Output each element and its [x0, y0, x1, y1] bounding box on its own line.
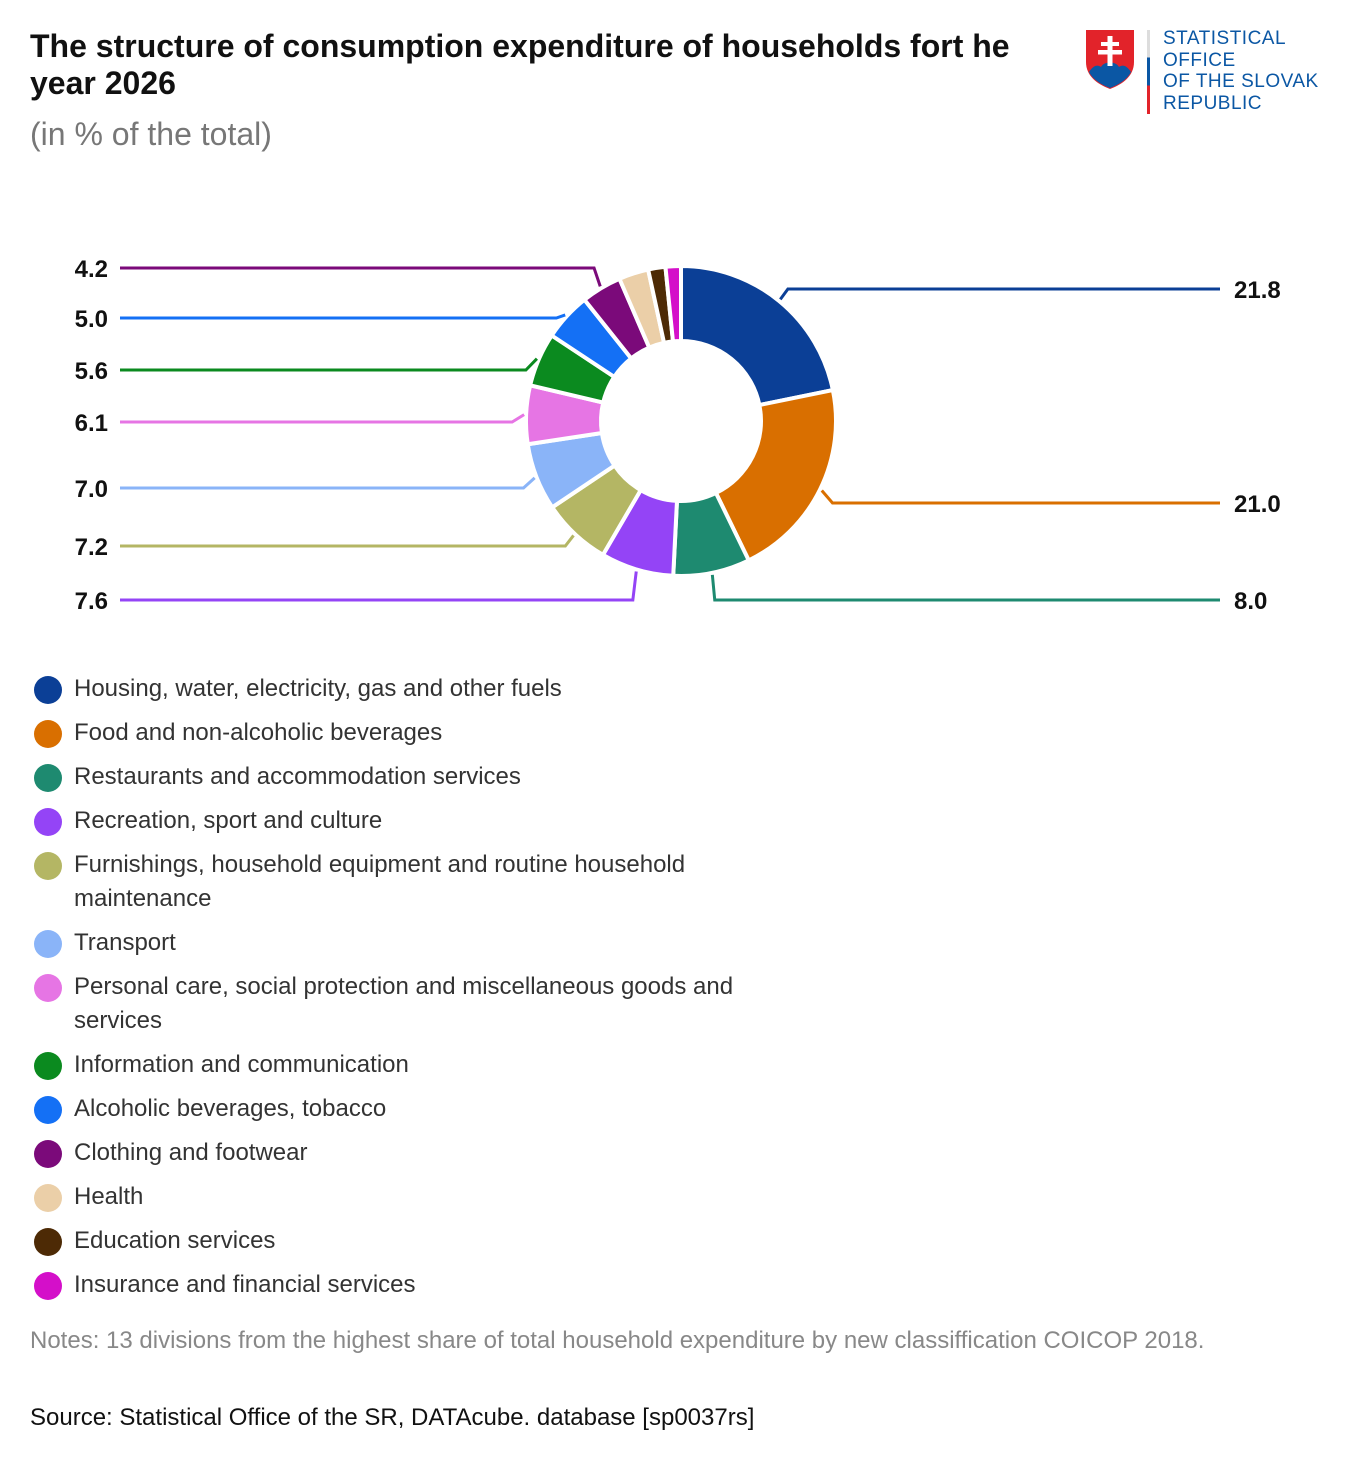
data-label: 21.0: [1234, 491, 1281, 518]
legend-label: Personal care, social protection and mis…: [74, 973, 734, 1034]
leader-line: [120, 266, 602, 287]
data-label: 6.1: [75, 410, 108, 437]
legend-label: Education services: [74, 1227, 276, 1254]
legend-swatch-icon: [34, 676, 62, 704]
data-label: 7.6: [75, 588, 108, 615]
legend-swatch-icon: [34, 1272, 62, 1300]
leader-line: [120, 571, 638, 602]
legend-item: Recreation, sport and culture: [34, 804, 814, 838]
legend-swatch-icon: [34, 974, 62, 1002]
legend-swatch-icon: [34, 852, 62, 880]
leader-line: [120, 476, 536, 490]
legend-label: Alcoholic beverages, tobacco: [74, 1095, 387, 1122]
leader-line: [120, 357, 538, 372]
leader-line: [120, 313, 566, 320]
logo-line: OF THE SLOVAK: [1163, 71, 1319, 92]
legend-swatch-icon: [34, 1096, 62, 1124]
leader-line: [779, 287, 1220, 301]
legend-item: Transport: [34, 926, 814, 960]
data-label: 5.0: [75, 306, 108, 333]
notes: Notes: 13 divisions from the highest sha…: [30, 1327, 1205, 1354]
donut-slice[interactable]: [713, 388, 838, 563]
legend: Housing, water, electricity, gas and oth…: [34, 672, 814, 1312]
legend-swatch-icon: [34, 1184, 62, 1212]
chart-subtitle: (in % of the total): [30, 116, 272, 152]
logo-line: REPUBLIC: [1163, 92, 1263, 114]
legend-item: Furnishings, household equipment and rou…: [34, 848, 814, 916]
data-label: 5.6: [75, 358, 108, 385]
legend-label: Transport: [74, 929, 176, 956]
logo-line: STATISTICAL: [1163, 28, 1287, 49]
donut-slice[interactable]: [679, 264, 835, 408]
legend-item: Information and communication: [34, 1048, 814, 1082]
data-label: 4.2: [75, 256, 108, 283]
source: Source: Statistical Office of the SR, DA…: [30, 1404, 755, 1431]
donut-chart: 21.8 21.0 8.0 7.6 7.2 7.0 6.1 5.6 5.0 4.2: [75, 256, 1281, 615]
data-label: 7.0: [75, 476, 108, 503]
legend-item: Food and non-alcoholic beverages: [34, 716, 814, 750]
legend-label: Furnishings, household equipment and rou…: [74, 851, 686, 912]
legend-swatch-icon: [34, 930, 62, 958]
legend-item: Personal care, social protection and mis…: [34, 970, 814, 1038]
data-label: 21.8: [1234, 277, 1281, 304]
legend-label: Information and communication: [74, 1051, 409, 1078]
legend-label: Insurance and financial services: [74, 1271, 416, 1298]
legend-item: Alcoholic beverages, tobacco: [34, 1092, 814, 1126]
legend-label: Health: [74, 1183, 144, 1210]
legend-item: Education services: [34, 1224, 814, 1258]
leader-line: [120, 534, 575, 548]
logo-divider: [1147, 30, 1150, 114]
legend-item: Health: [34, 1180, 814, 1214]
leader-line: [820, 489, 1220, 505]
donut-slice[interactable]: [663, 264, 683, 344]
legend-swatch-icon: [34, 720, 62, 748]
legend-swatch-icon: [34, 1140, 62, 1168]
leader-line: [120, 413, 525, 424]
logo-line: OFFICE: [1163, 49, 1236, 71]
statistical-office-logo: STATISTICAL OFFICE OF THE SLOVAK REPUBLI…: [1085, 28, 1345, 118]
legend-label: Housing, water, electricity, gas and oth…: [74, 675, 562, 702]
legend-swatch-icon: [34, 1052, 62, 1080]
legend-item: Restaurants and accommodation services: [34, 760, 814, 794]
legend-item: Insurance and financial services: [34, 1268, 814, 1302]
leader-line: [710, 574, 1220, 602]
legend-swatch-icon: [34, 1228, 62, 1256]
slovak-coat-of-arms-icon: [1086, 30, 1134, 89]
legend-item: Clothing and footwear: [34, 1136, 814, 1170]
legend-label: Food and non-alcoholic beverages: [74, 719, 443, 746]
legend-label: Clothing and footwear: [74, 1139, 308, 1166]
legend-swatch-icon: [34, 808, 62, 836]
chart-title: The structure of consumption expenditure…: [30, 28, 1010, 101]
legend-label: Recreation, sport and culture: [74, 807, 383, 834]
legend-item: Housing, water, electricity, gas and oth…: [34, 672, 814, 706]
legend-swatch-icon: [34, 764, 62, 792]
data-label: 8.0: [1234, 588, 1267, 615]
data-label: 7.2: [75, 534, 108, 561]
legend-label: Restaurants and accommodation services: [74, 763, 521, 790]
